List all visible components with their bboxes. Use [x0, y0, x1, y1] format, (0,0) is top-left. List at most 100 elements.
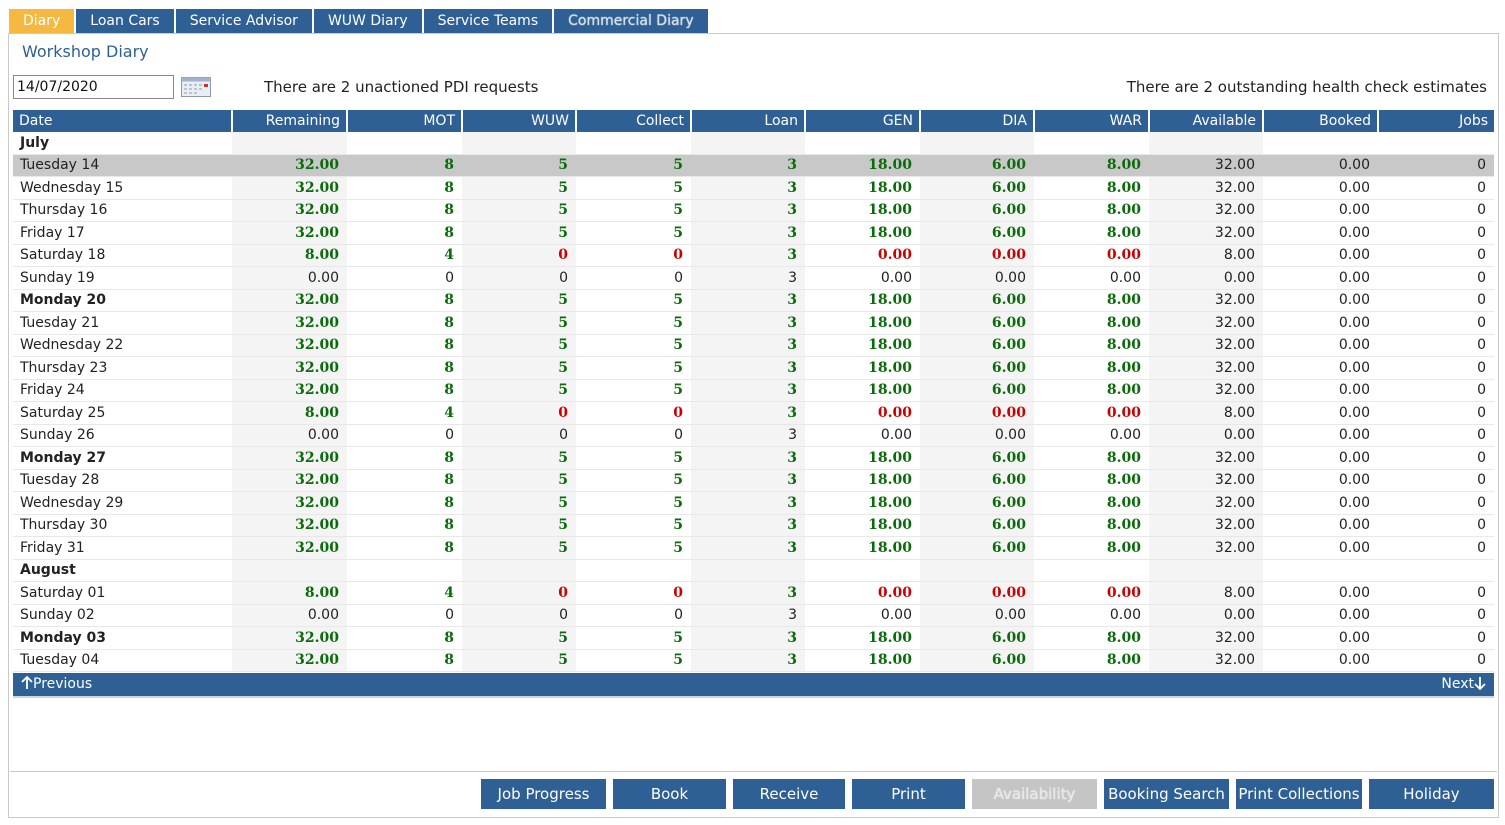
- remaining-cell[interactable]: 32.00: [232, 491, 347, 515]
- dia-cell[interactable]: 0.00: [920, 244, 1034, 267]
- mot-cell[interactable]: 8: [347, 491, 462, 515]
- gen-cell[interactable]: 18.00: [805, 536, 920, 560]
- jobs-cell[interactable]: 0: [1378, 356, 1494, 380]
- date-cell[interactable]: Sunday 26: [13, 424, 232, 447]
- collect-cell[interactable]: 5: [576, 176, 691, 200]
- gen-cell[interactable]: 0.00: [805, 581, 920, 605]
- gen-cell[interactable]: 0.00: [805, 401, 920, 425]
- war-cell[interactable]: 8.00: [1034, 334, 1149, 357]
- available-cell[interactable]: 32.00: [1149, 356, 1263, 380]
- mot-cell[interactable]: 8: [347, 221, 462, 245]
- date-cell[interactable]: Sunday 02: [13, 604, 232, 627]
- available-cell[interactable]: 0.00: [1149, 266, 1263, 290]
- date-cell[interactable]: Friday 31: [13, 536, 232, 560]
- wuw-cell[interactable]: 0: [462, 401, 576, 425]
- war-cell[interactable]: 8.00: [1034, 154, 1149, 177]
- date-cell[interactable]: Sunday 19: [13, 266, 232, 290]
- gen-cell[interactable]: 18.00: [805, 649, 920, 672]
- available-cell[interactable]: 32.00: [1149, 469, 1263, 492]
- receive-button[interactable]: Receive: [733, 779, 845, 809]
- wuw-cell[interactable]: 5: [462, 469, 576, 492]
- jobs-cell[interactable]: 0: [1378, 176, 1494, 200]
- war-cell[interactable]: 0.00: [1034, 581, 1149, 605]
- jobs-cell[interactable]: 0: [1378, 311, 1494, 335]
- booked-cell[interactable]: 0.00: [1263, 356, 1378, 380]
- remaining-cell[interactable]: 8.00: [232, 401, 347, 425]
- table-row[interactable]: Sunday 26 0.00 0 0 0 3 0.00 0.00 0.00 0.00 0.00 0: [13, 424, 1494, 447]
- booked-cell[interactable]: 0.00: [1263, 604, 1378, 627]
- mot-cell[interactable]: 8: [347, 311, 462, 335]
- available-cell[interactable]: 0.00: [1149, 604, 1263, 627]
- jobs-cell[interactable]: 0: [1378, 379, 1494, 402]
- table-row[interactable]: Tuesday 21 32.00 8 5 5 3 18.00 6.00 8.00 32.00 0.0…: [13, 311, 1494, 335]
- date-cell[interactable]: Monday 03: [13, 626, 232, 650]
- jobs-cell[interactable]: 0: [1378, 401, 1494, 425]
- jobs-cell[interactable]: 0: [1378, 266, 1494, 290]
- wuw-cell[interactable]: 5: [462, 446, 576, 470]
- dia-cell[interactable]: 6.00: [920, 176, 1034, 200]
- gen-cell[interactable]: 0.00: [805, 266, 920, 290]
- booked-cell[interactable]: 0.00: [1263, 446, 1378, 470]
- dia-cell[interactable]: 6.00: [920, 221, 1034, 245]
- remaining-cell[interactable]: 32.00: [232, 469, 347, 492]
- gen-cell[interactable]: 18.00: [805, 154, 920, 177]
- wuw-cell[interactable]: 5: [462, 289, 576, 312]
- wuw-cell[interactable]: 5: [462, 334, 576, 357]
- loan-cell[interactable]: 3: [691, 176, 805, 200]
- war-cell[interactable]: 8.00: [1034, 199, 1149, 222]
- dia-cell[interactable]: 6.00: [920, 154, 1034, 177]
- available-cell[interactable]: 32.00: [1149, 626, 1263, 650]
- wuw-cell[interactable]: 0: [462, 604, 576, 627]
- table-row[interactable]: Saturday 25 8.00 4 0 0 3 0.00 0.00 0.00 8.00 0.00 0: [13, 401, 1494, 425]
- wuw-cell[interactable]: 5: [462, 311, 576, 335]
- table-row[interactable]: Wednesday 15 32.00 8 5 5 3 18.00 6.00 8.00 32.00 0…: [13, 176, 1494, 200]
- gen-cell[interactable]: 18.00: [805, 446, 920, 470]
- table-row[interactable]: Wednesday 29 32.00 8 5 5 3 18.00 6.00 8.00 32.00 0…: [13, 491, 1494, 515]
- date-cell[interactable]: Monday 27: [13, 446, 232, 470]
- dia-cell[interactable]: 6.00: [920, 379, 1034, 402]
- date-input[interactable]: [13, 75, 174, 99]
- table-row[interactable]: Tuesday 28 32.00 8 5 5 3 18.00 6.00 8.00 32.00 0.0…: [13, 469, 1494, 492]
- table-row[interactable]: Thursday 30 32.00 8 5 5 3 18.00 6.00 8.00 32.00 0.…: [13, 514, 1494, 537]
- gen-cell[interactable]: 18.00: [805, 289, 920, 312]
- remaining-cell[interactable]: 32.00: [232, 356, 347, 380]
- loan-cell[interactable]: 3: [691, 626, 805, 650]
- wuw-cell[interactable]: 5: [462, 514, 576, 537]
- remaining-cell[interactable]: 0.00: [232, 266, 347, 290]
- available-cell[interactable]: 32.00: [1149, 334, 1263, 357]
- available-cell[interactable]: 32.00: [1149, 221, 1263, 245]
- dia-cell[interactable]: 0.00: [920, 266, 1034, 290]
- date-cell[interactable]: Wednesday 22: [13, 334, 232, 357]
- wuw-cell[interactable]: 5: [462, 649, 576, 672]
- table-row[interactable]: Thursday 16 32.00 8 5 5 3 18.00 6.00 8.00 32.00 0.…: [13, 199, 1494, 222]
- booked-cell[interactable]: 0.00: [1263, 649, 1378, 672]
- available-cell[interactable]: 8.00: [1149, 401, 1263, 425]
- dia-cell[interactable]: 6.00: [920, 446, 1034, 470]
- loan-cell[interactable]: 3: [691, 469, 805, 492]
- mot-cell[interactable]: 8: [347, 649, 462, 672]
- dia-cell[interactable]: 6.00: [920, 514, 1034, 537]
- mot-cell[interactable]: 8: [347, 514, 462, 537]
- print-button[interactable]: Print: [852, 779, 965, 809]
- wuw-cell[interactable]: 5: [462, 356, 576, 380]
- dia-cell[interactable]: 6.00: [920, 536, 1034, 560]
- health-check-text[interactable]: There are 2 outstanding health check est…: [1126, 78, 1487, 96]
- war-cell[interactable]: 8.00: [1034, 311, 1149, 335]
- loan-cell[interactable]: 3: [691, 446, 805, 470]
- jobs-cell[interactable]: 0: [1378, 491, 1494, 515]
- dia-cell[interactable]: 6.00: [920, 199, 1034, 222]
- remaining-cell[interactable]: 32.00: [232, 626, 347, 650]
- booked-cell[interactable]: 0.00: [1263, 334, 1378, 357]
- booked-cell[interactable]: 0.00: [1263, 199, 1378, 222]
- calendar-icon[interactable]: [181, 77, 211, 97]
- table-row[interactable]: Monday 03 32.00 8 5 5 3 18.00 6.00 8.00 32.00 0.00…: [13, 626, 1494, 650]
- dia-cell[interactable]: 6.00: [920, 289, 1034, 312]
- date-cell[interactable]: Saturday 25: [13, 401, 232, 425]
- gen-cell[interactable]: 18.00: [805, 491, 920, 515]
- table-row[interactable]: Thursday 23 32.00 8 5 5 3 18.00 6.00 8.00 32.00 0.…: [13, 356, 1494, 380]
- mot-cell[interactable]: 0: [347, 604, 462, 627]
- collect-cell[interactable]: 5: [576, 446, 691, 470]
- table-row[interactable]: Tuesday 14 32.00 8 5 5 3 18.00 6.00 8.00 32.00 0.0…: [13, 154, 1494, 177]
- war-cell[interactable]: 8.00: [1034, 221, 1149, 245]
- available-cell[interactable]: 32.00: [1149, 154, 1263, 177]
